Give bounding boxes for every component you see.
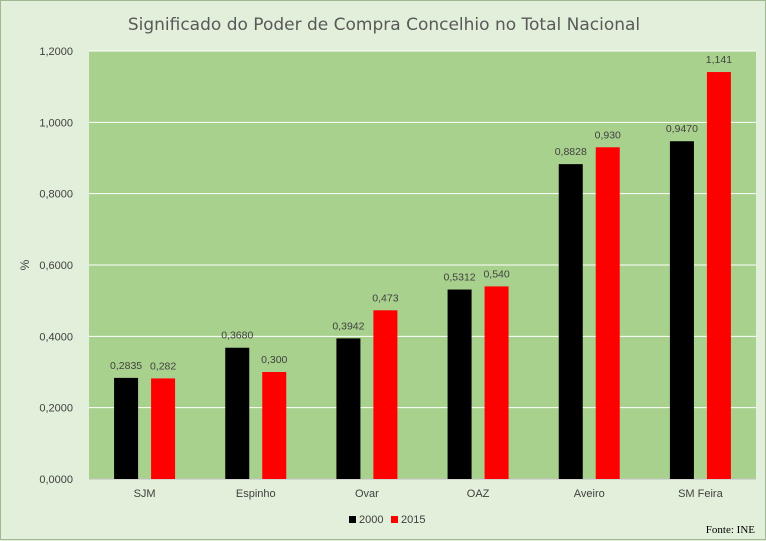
y-axis-ticks: 0,0000 0,2000 0,4000 0,6000 0,8000 1,0000 1,20… bbox=[39, 46, 73, 486]
bars bbox=[114, 72, 731, 480]
y-tick-label: 0,2000 bbox=[39, 403, 73, 415]
x-tick-label: Espinho bbox=[236, 488, 276, 500]
y-tick-label: 1,2000 bbox=[39, 46, 73, 58]
data-labels: 0,2835 0,282 0,3680 0,300 0,3942 0,473 0,5312 0… bbox=[110, 54, 732, 372]
x-tick-label: Aveiro bbox=[574, 488, 605, 500]
legend-label-2000: 2000 bbox=[359, 514, 383, 526]
y-tick-label: 0,4000 bbox=[39, 331, 73, 343]
data-label: 0,9470 bbox=[666, 123, 698, 135]
bar-2015-ovar bbox=[373, 310, 398, 479]
data-label: 0,540 bbox=[483, 268, 509, 280]
bar-2000-aveiro bbox=[558, 164, 583, 479]
y-tick-label: 0,0000 bbox=[39, 474, 73, 486]
data-label: 0,300 bbox=[261, 354, 287, 366]
data-label: 0,3942 bbox=[332, 320, 364, 332]
legend: 2000 2015 bbox=[349, 514, 425, 526]
bar-2000-sjm bbox=[114, 377, 139, 479]
y-tick-label: 0,8000 bbox=[39, 189, 73, 201]
data-label: 0,2835 bbox=[110, 360, 142, 372]
data-label: 0,930 bbox=[595, 129, 621, 141]
bar-2000-sm-feira bbox=[669, 141, 694, 479]
data-label: 0,5312 bbox=[444, 272, 476, 284]
bar-2015-sjm bbox=[151, 378, 176, 479]
bar-2015-oaz bbox=[484, 286, 509, 479]
y-tick-label: 1,0000 bbox=[39, 117, 73, 129]
x-tick-label: SM Feira bbox=[678, 488, 724, 500]
legend-swatch-2015 bbox=[391, 516, 398, 523]
bar-2000-espinho bbox=[225, 347, 250, 479]
data-label: 0,8828 bbox=[555, 146, 587, 158]
category-labels: SJM Espinho Ovar OAZ Aveiro SM Feira bbox=[134, 488, 724, 500]
chart-title: Significado do Poder de Compra Concelhio… bbox=[128, 15, 640, 35]
bar-2015-aveiro bbox=[595, 147, 620, 480]
bar-2015-sm-feira bbox=[706, 72, 731, 479]
x-tick-label: SJM bbox=[134, 488, 156, 500]
bar-2015-espinho bbox=[262, 372, 287, 479]
data-label: 0,3680 bbox=[221, 330, 253, 342]
x-tick-label: Ovar bbox=[355, 488, 379, 500]
y-tick-label: 0,6000 bbox=[39, 260, 73, 272]
bar-2000-ovar bbox=[336, 338, 361, 479]
bar-2000-oaz bbox=[447, 289, 472, 479]
y-axis-label: % bbox=[18, 259, 32, 270]
source-note: Fonte: INE bbox=[706, 524, 755, 536]
legend-swatch-2000 bbox=[349, 516, 356, 523]
data-label: 0,473 bbox=[372, 292, 398, 304]
data-label: 1,141 bbox=[706, 54, 732, 66]
data-label: 0,282 bbox=[150, 360, 176, 372]
gridlines bbox=[89, 50, 756, 480]
x-tick-label: OAZ bbox=[467, 488, 490, 500]
legend-label-2015: 2015 bbox=[401, 514, 425, 526]
